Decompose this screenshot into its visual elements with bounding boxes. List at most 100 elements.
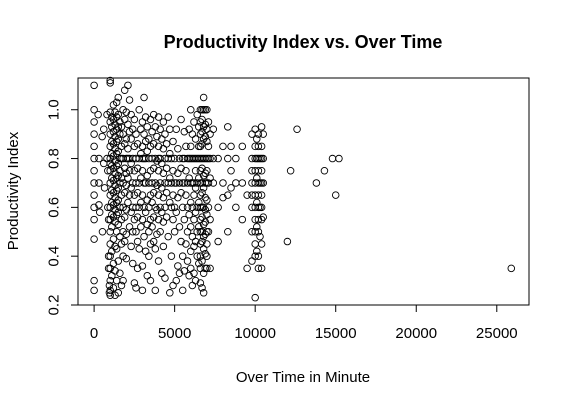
data-point <box>175 269 184 278</box>
data-point <box>151 286 160 295</box>
data-point <box>257 264 266 273</box>
data-point <box>254 130 263 138</box>
data-point <box>196 142 205 151</box>
data-point <box>169 166 177 175</box>
data-point <box>238 142 247 151</box>
data-point <box>109 259 118 268</box>
data-point <box>167 154 176 163</box>
data-point <box>206 154 214 163</box>
data-point <box>312 179 321 187</box>
data-point <box>224 191 232 199</box>
data-point <box>169 137 177 146</box>
data-point <box>177 188 185 197</box>
data-point <box>164 232 172 241</box>
data-point <box>120 213 129 221</box>
data-point <box>331 191 340 199</box>
data-point <box>162 188 171 197</box>
data-point <box>224 123 232 131</box>
data-point <box>135 105 143 114</box>
data-point <box>203 252 211 260</box>
data-point <box>138 262 147 270</box>
data-point <box>259 154 267 163</box>
data-point <box>149 164 158 173</box>
data-point <box>257 123 266 131</box>
data-point <box>170 154 179 163</box>
data-point <box>254 228 263 236</box>
data-point <box>156 179 164 187</box>
y-axis: 0.2 0.4 0.6 0.8 1.0 <box>46 99 79 315</box>
data-point <box>214 203 222 212</box>
data-point <box>156 228 164 236</box>
data-point <box>130 279 139 287</box>
data-point <box>182 191 190 199</box>
data-point <box>174 262 182 270</box>
data-point <box>182 166 190 175</box>
data-point <box>137 223 145 231</box>
data-point <box>138 166 147 175</box>
data-point <box>151 245 160 253</box>
data-point <box>259 130 267 138</box>
data-point <box>180 127 189 136</box>
data-point <box>111 267 119 275</box>
data-point <box>114 110 123 119</box>
data-point <box>98 228 107 236</box>
data-point <box>138 286 147 295</box>
data-point <box>201 193 209 202</box>
data-point <box>125 166 134 175</box>
data-point <box>122 108 131 116</box>
data-point <box>178 203 187 212</box>
data-point <box>177 237 185 246</box>
data-point <box>186 247 195 256</box>
data-point <box>112 228 121 236</box>
data-point <box>238 215 247 224</box>
data-point <box>90 166 98 175</box>
data-point <box>90 130 98 138</box>
data-point <box>156 125 164 134</box>
data-point <box>140 93 148 102</box>
data-point <box>198 237 206 246</box>
data-point <box>132 179 140 187</box>
data-point <box>201 132 209 141</box>
data-point <box>167 203 176 212</box>
data-point <box>104 252 113 260</box>
data-point <box>116 118 124 126</box>
data-point <box>117 123 126 131</box>
data-point <box>175 154 184 163</box>
data-point <box>219 179 227 187</box>
data-point <box>166 174 174 182</box>
data-point <box>172 125 180 134</box>
data-point <box>186 223 195 231</box>
data-point <box>149 213 158 221</box>
data-point <box>254 166 263 175</box>
data-point <box>111 242 119 251</box>
data-point <box>214 237 222 246</box>
data-point <box>166 289 174 297</box>
data-point <box>158 269 166 278</box>
data-point <box>98 132 106 141</box>
data-point <box>90 118 98 126</box>
data-point <box>145 252 153 260</box>
data-point <box>149 110 158 119</box>
data-point <box>116 166 124 175</box>
data-point <box>206 264 214 273</box>
data-point <box>185 210 193 219</box>
data-point <box>127 135 135 143</box>
data-point <box>219 193 227 202</box>
data-point <box>122 206 131 214</box>
data-point <box>203 240 211 248</box>
data-point <box>127 159 135 168</box>
data-point <box>95 208 104 216</box>
data-point <box>175 179 184 187</box>
x-tick-label: 10000 <box>234 325 276 342</box>
data-point <box>120 86 129 94</box>
data-point <box>191 135 200 143</box>
data-point <box>145 135 153 143</box>
data-point <box>122 181 131 190</box>
data-point <box>114 257 123 265</box>
data-point <box>148 179 156 187</box>
data-point <box>199 220 208 229</box>
data-point <box>203 105 211 114</box>
data-point <box>191 184 200 192</box>
y-axis-label: Productivity Index <box>5 131 22 250</box>
data-point <box>132 130 140 138</box>
